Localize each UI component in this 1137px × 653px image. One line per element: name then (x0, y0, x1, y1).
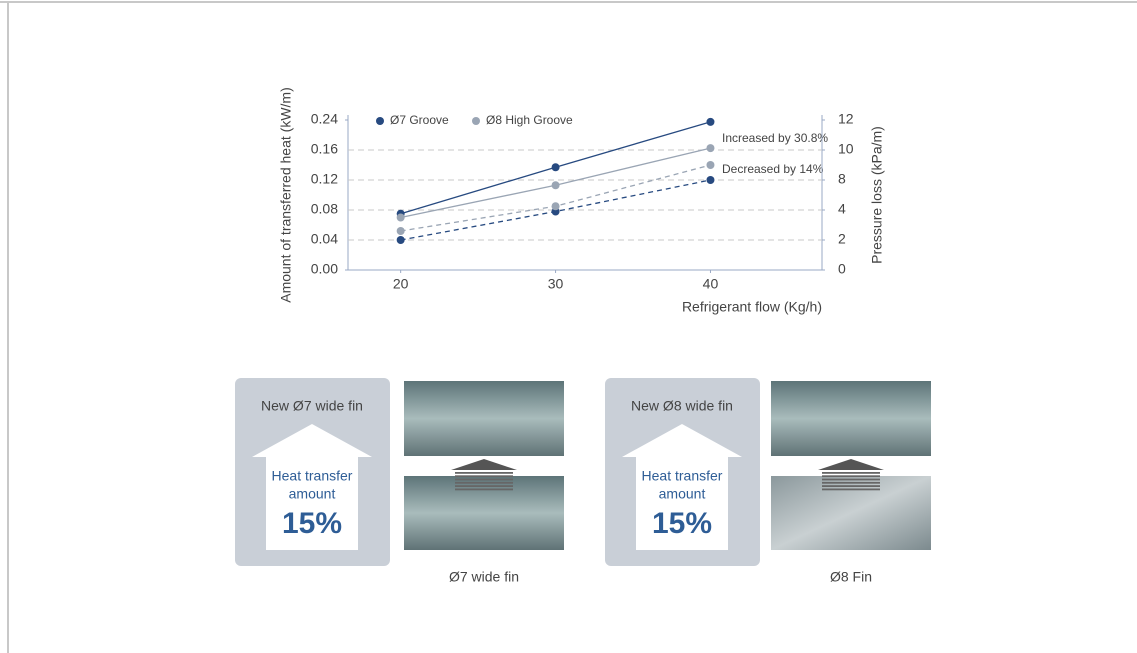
y2-tick-label: 4 (838, 201, 846, 217)
legend-label: Ø8 High Groove (486, 113, 573, 127)
arrow-stripe (822, 475, 880, 478)
fin-image-bottom (404, 476, 564, 550)
small-arrow (818, 459, 884, 470)
y-tick-label: 0.04 (311, 231, 338, 247)
y2-tick-label: 2 (838, 231, 846, 247)
y2-tick-label: 12 (838, 111, 854, 127)
arrow-stripe (455, 488, 513, 491)
arrow-stripe (822, 472, 880, 474)
y2-tick-label: 10 (838, 141, 854, 157)
fin-image-top (404, 381, 564, 456)
x-tick-label: 30 (548, 276, 564, 292)
point (706, 117, 715, 126)
point (396, 236, 405, 244)
x-axis-title: Refrigerant flow (Kg/h) (682, 299, 822, 315)
point (706, 161, 715, 169)
arrow-stripe (822, 481, 880, 484)
arrow-text: amount (659, 486, 706, 502)
arrow-stripe (455, 472, 513, 474)
y-tick-label: 0.12 (311, 171, 338, 187)
y2-tick-label: 0 (838, 261, 846, 277)
annotation: Increased by 30.8% (722, 131, 828, 145)
arrow-stripe (822, 478, 880, 481)
fin-caption: Ø8 Fin (830, 569, 872, 585)
arrow-text: amount (289, 486, 336, 502)
arrow-text: Heat transfer (642, 468, 723, 484)
point (706, 144, 715, 153)
plot: Amount of transferred heat (kW/m) Pressu… (278, 87, 885, 314)
y-tick-label: 0.24 (311, 111, 338, 127)
x-tick-label: 20 (393, 276, 409, 292)
y-tick-label: 0.16 (311, 141, 338, 157)
percent: 15% (652, 507, 712, 540)
y-axis-title: Amount of transferred heat (kW/m) (278, 87, 294, 303)
point (396, 213, 405, 222)
x-tick-label: 40 (703, 276, 719, 292)
arrow-stripe (822, 488, 880, 491)
y-tick-label: 0.00 (311, 261, 338, 277)
arrow (622, 424, 742, 550)
panels: New Ø7 wide fin Heat transfer amount 15% Ø7 … (235, 378, 931, 585)
legend-label: Ø7 Groove (390, 113, 449, 127)
arrow-stripe (455, 481, 513, 484)
line-y2 (400, 164, 711, 232)
annotation: Decreased by 14% (722, 162, 824, 176)
arrow-stripe (822, 485, 880, 487)
y2-tick-label: 8 (838, 171, 846, 187)
point (551, 163, 560, 172)
fin-caption: Ø7 wide fin (449, 569, 519, 585)
legend-marker (472, 117, 480, 125)
arrow-stripe (455, 485, 513, 487)
arrow-stripe (455, 475, 513, 478)
point (396, 227, 405, 235)
panel-title: New Ø7 wide fin (261, 398, 363, 414)
legend-marker (376, 117, 384, 125)
fin-image-top (771, 381, 931, 456)
small-arrow (451, 459, 517, 470)
arrow (252, 424, 372, 550)
y-tick-label: 0.08 (311, 201, 338, 217)
fin-image-bottom (771, 476, 931, 550)
point (551, 202, 560, 211)
y2-axis-title: Pressure loss (kPa/m) (869, 126, 885, 264)
panel-title: New Ø8 wide fin (631, 398, 733, 414)
arrow-stripe (455, 478, 513, 481)
arrow-text: Heat transfer (272, 468, 353, 484)
percent: 15% (282, 507, 342, 540)
point (706, 176, 715, 184)
point (551, 181, 560, 190)
